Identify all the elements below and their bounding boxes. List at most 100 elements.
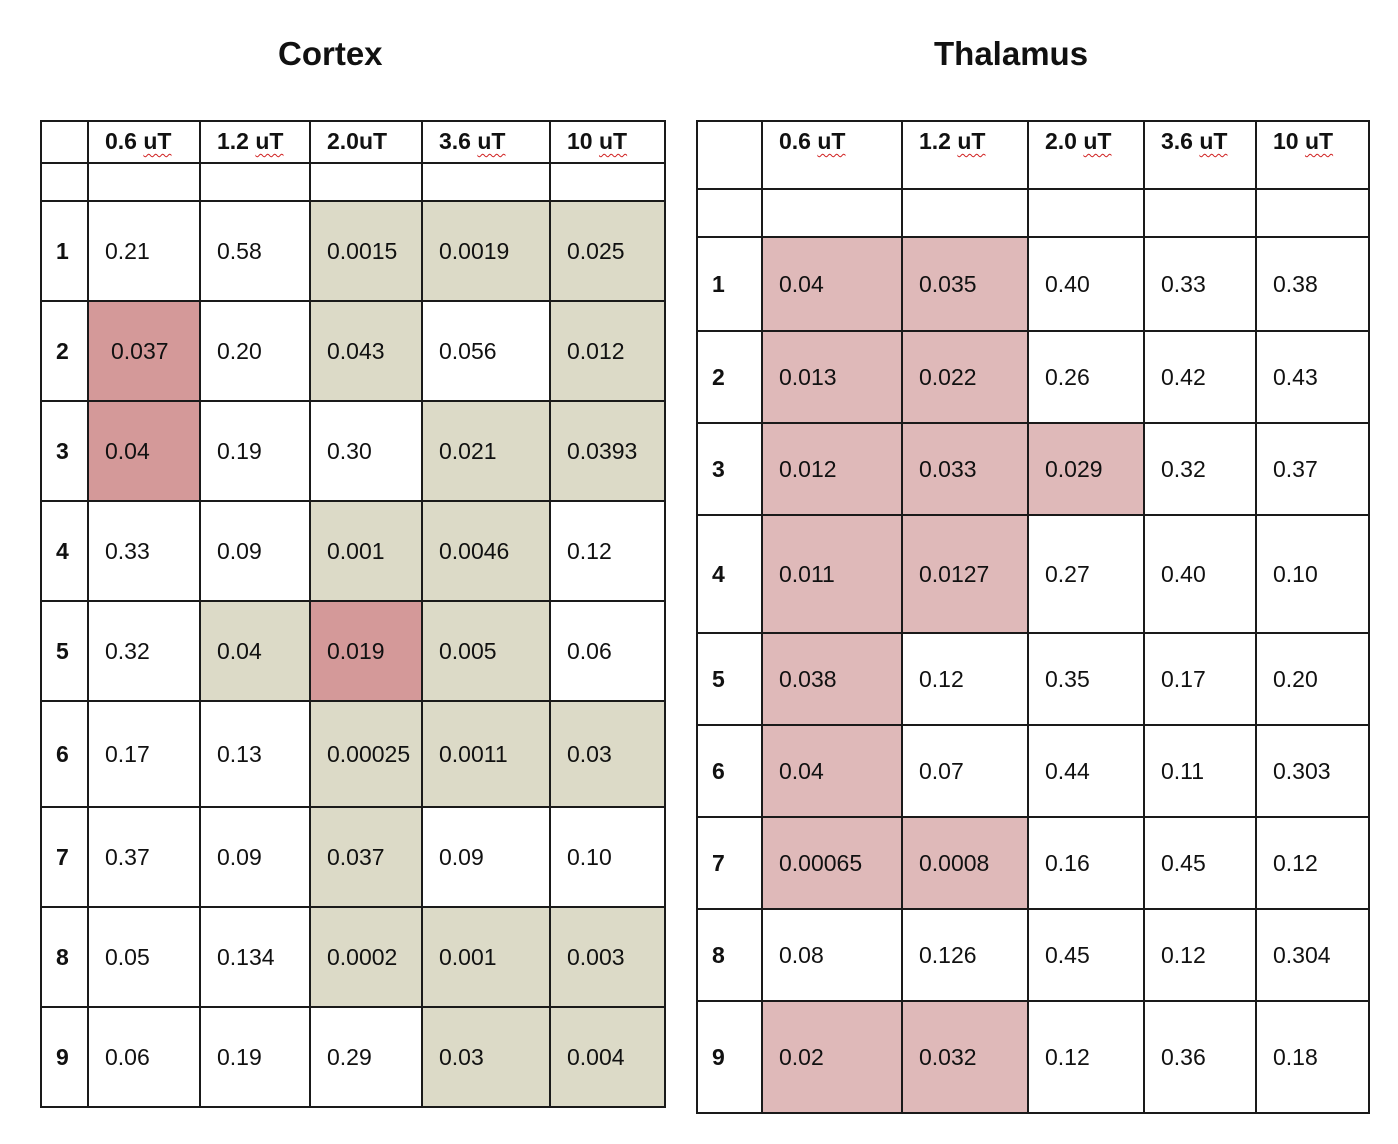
cortex-value-cell: 0.33 [87,500,201,602]
cortex-value-cell: 0.134 [199,906,311,1008]
cortex-value-cell: 0.037 [309,806,423,908]
thalamus-value-cell: 0.17 [1143,632,1257,726]
thalamus-empty-cell [696,188,763,238]
thalamus-value-cell: 0.0008 [901,816,1029,910]
cortex-value-cell: 0.06 [549,600,666,702]
thalamus-table-row: 7 0.00065 0.0008 0.16 0.45 0.12 [696,816,1370,910]
thalamus-value-cell: 0.012 [761,422,903,516]
header-value: 2.0 [1045,128,1077,154]
cortex-value-cell: 0.30 [309,400,423,502]
thalamus-row-label: 9 [696,1000,763,1114]
thalamus-value-cell: 0.303 [1255,724,1370,818]
header-unit: uT [957,128,986,154]
header-value: 10 [567,128,593,154]
thalamus-empty-cell [1255,188,1370,238]
thalamus-value-cell: 0.40 [1143,514,1257,634]
cortex-value-cell: 0.005 [421,600,551,702]
thalamus-table-row: 5 0.038 0.12 0.35 0.17 0.20 [696,632,1370,726]
cortex-value-cell: 0.012 [549,300,666,402]
thalamus-value-cell: 0.022 [901,330,1029,424]
thalamus-empty-cell [761,188,903,238]
cortex-column-header: 2.0uT [309,120,423,164]
thalamus-title: Thalamus [934,35,1089,72]
header-unit: uT [1304,128,1334,154]
thalamus-value-cell: 0.37 [1255,422,1370,516]
thalamus-column-header: 10 uT [1255,120,1370,190]
cortex-value-cell: 0.043 [309,300,423,402]
thalamus-empty-cell [1027,188,1145,238]
cortex-row-label: 8 [40,906,89,1008]
header-value: 3.6 [439,128,471,154]
cortex-empty-cell [309,162,423,202]
cortex-table: 0.6 uT 1.2 uT 2.0uT 3.6 uT 10 uT 1 0.21 0.58 0.0… [40,120,666,1108]
thalamus-column-header: 0.6 uT [761,120,903,190]
thalamus-value-cell: 0.43 [1255,330,1370,424]
header-value: 1.2 [217,128,249,154]
cortex-table-row: 5 0.32 0.04 0.019 0.005 0.06 [40,600,666,702]
header-unit: uT [477,128,506,154]
thalamus-empty-cell [901,188,1029,238]
cortex-row-label: 3 [40,400,89,502]
cortex-empty-cell [549,162,666,202]
cortex-value-cell: 0.0015 [309,200,423,302]
header-unit: uT [143,128,172,154]
header-value: 0.6 [779,128,811,154]
thalamus-value-cell: 0.00065 [761,816,903,910]
thalamus-value-cell: 0.32 [1143,422,1257,516]
cortex-value-cell: 0.21 [87,200,201,302]
cortex-value-cell: 0.20 [199,300,311,402]
cortex-column-header: 3.6 uT [421,120,551,164]
thalamus-value-cell: 0.40 [1027,236,1145,332]
thalamus-column-header: 2.0 uT [1027,120,1145,190]
thalamus-corner-cell [696,120,763,190]
cortex-value-cell: 0.001 [309,500,423,602]
cortex-value-cell: 0.001 [421,906,551,1008]
cortex-value-cell: 0.32 [87,600,201,702]
thalamus-row-label: 6 [696,724,763,818]
header-value: 10 [1273,128,1299,154]
thalamus-value-cell: 0.04 [761,236,903,332]
cortex-empty-row [40,162,666,202]
thalamus-value-cell: 0.38 [1255,236,1370,332]
cortex-value-cell: 0.0011 [421,700,551,808]
cortex-value-cell: 0.06 [87,1006,201,1108]
cortex-title: Cortex [278,35,383,72]
thalamus-value-cell: 0.035 [901,236,1029,332]
cortex-header-row: 0.6 uT 1.2 uT 2.0uT 3.6 uT 10 uT [40,120,666,164]
cortex-table-row: 2 0.037 0.20 0.043 0.056 0.012 [40,300,666,402]
cortex-row-label: 2 [40,300,89,402]
cortex-value-cell: 0.58 [199,200,311,302]
thalamus-value-cell: 0.10 [1255,514,1370,634]
cortex-value-cell: 0.09 [199,500,311,602]
cortex-value-cell: 0.0002 [309,906,423,1008]
cortex-table-row: 3 0.04 0.19 0.30 0.021 0.0393 [40,400,666,502]
cortex-value-cell: 0.12 [549,500,666,602]
thalamus-table-row: 3 0.012 0.033 0.029 0.32 0.37 [696,422,1370,516]
header-unit: uT [1083,128,1112,154]
header-unit: uT [255,128,284,154]
thalamus-row-label: 3 [696,422,763,516]
cortex-value-cell: 0.37 [87,806,201,908]
cortex-table-row: 1 0.21 0.58 0.0015 0.0019 0.025 [40,200,666,302]
thalamus-value-cell: 0.011 [761,514,903,634]
thalamus-value-cell: 0.304 [1255,908,1370,1002]
cortex-value-cell: 0.037 [87,300,201,402]
thalamus-column-header: 1.2 uT [901,120,1029,190]
thalamus-value-cell: 0.033 [901,422,1029,516]
thalamus-value-cell: 0.08 [761,908,903,1002]
thalamus-value-cell: 0.18 [1255,1000,1370,1114]
thalamus-table-row: 1 0.04 0.035 0.40 0.33 0.38 [696,236,1370,332]
cortex-value-cell: 0.00025 [309,700,423,808]
thalamus-value-cell: 0.12 [1027,1000,1145,1114]
cortex-value-cell: 0.0393 [549,400,666,502]
header-unit: uT [1199,128,1228,154]
thalamus-value-cell: 0.35 [1027,632,1145,726]
cortex-value-cell: 0.03 [421,1006,551,1108]
header-value: 2.0uT [327,128,388,154]
cortex-table-row: 9 0.06 0.19 0.29 0.03 0.004 [40,1006,666,1108]
header-value: 3.6 [1161,128,1193,154]
thalamus-value-cell: 0.013 [761,330,903,424]
thalamus-value-cell: 0.07 [901,724,1029,818]
thalamus-row-label: 5 [696,632,763,726]
cortex-table-row: 8 0.05 0.134 0.0002 0.001 0.003 [40,906,666,1008]
